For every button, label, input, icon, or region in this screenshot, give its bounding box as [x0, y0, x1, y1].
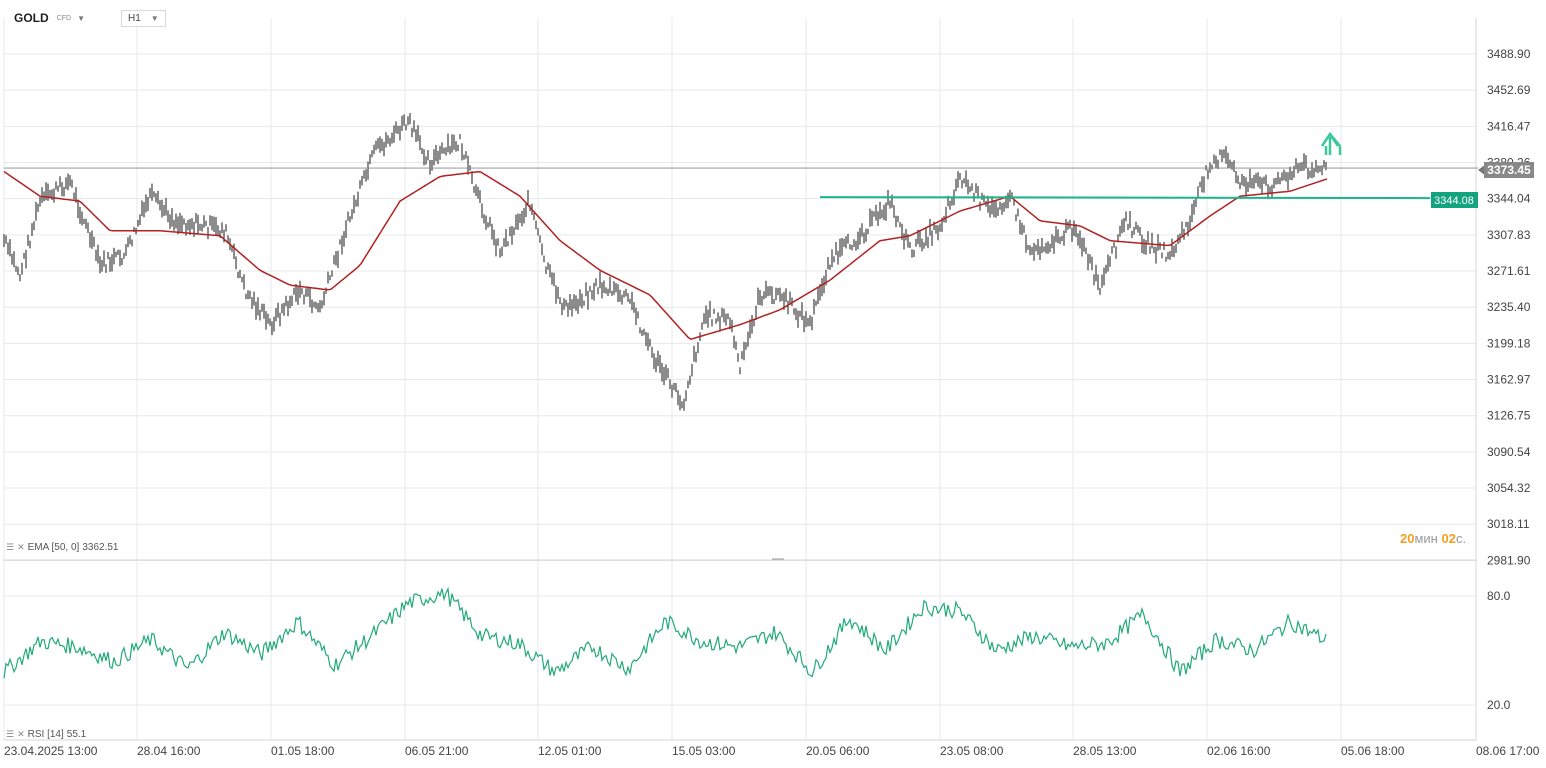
current-price-label: 3373.45 — [1487, 163, 1531, 177]
time-tick-label: 15.05 03:00 — [672, 744, 736, 758]
rsi-indicator-label: ☰ ✕ RSI [14] 55.1 — [6, 729, 86, 740]
ema-indicator-label: ☰ ✕ EMA [50, 0] 3362.51 — [6, 542, 118, 553]
chevron-down-icon: ▼ — [150, 13, 159, 23]
time-tick-label: 02.06 16:00 — [1207, 744, 1271, 758]
close-icon[interactable]: ✕ — [17, 729, 25, 739]
time-tick-label: 05.06 18:00 — [1341, 744, 1405, 758]
price-tick-label: 3018.11 — [1487, 517, 1530, 531]
support-level-line — [819, 196, 1431, 200]
close-icon[interactable]: ✕ — [17, 542, 25, 552]
price-tick-label: 3162.97 — [1487, 373, 1531, 387]
price-tick-label: 2981.90 — [1487, 553, 1531, 567]
current-price-badge — [1484, 162, 1534, 178]
grid-lines — [3, 18, 1477, 741]
level-price-label: 3344.08 — [1434, 195, 1474, 207]
price-axis: 3488.903452.693416.473380.263344.043307.… — [1487, 47, 1531, 567]
timeframe-value: H1 — [127, 12, 141, 24]
settings-icon[interactable]: ☰ — [6, 542, 15, 552]
time-tick-label: 06.05 21:00 — [405, 744, 469, 758]
time-axis: 23.04.2025 13:00 28.04 16:00 01.05 18:00 06… — [4, 744, 1540, 758]
ema-line — [3, 170, 1328, 341]
time-tick-label: 28.04 16:00 — [137, 744, 201, 758]
rsi-tick-label: 20.0 — [1487, 698, 1511, 712]
ema-name: EMA [50, 0] — [27, 542, 80, 553]
ema-series-line — [3, 170, 1328, 341]
timer-minutes-unit: мин — [1414, 531, 1438, 546]
price-tick-label: 3452.69 — [1487, 83, 1531, 97]
candlestick-series — [3, 113, 1327, 411]
price-tick-label: 3271.61 — [1487, 264, 1531, 278]
time-tick-label: 20.05 06:00 — [806, 744, 870, 758]
rsi-axis: 80.0 20.0 — [1487, 589, 1511, 712]
up-arrow-icon — [1320, 131, 1342, 155]
time-tick-label: 28.05 13:00 — [1073, 744, 1137, 758]
timer-minutes: 20 — [1400, 531, 1415, 546]
chart-header: GOLD CFD ▼ H1 ▼ — [14, 9, 166, 27]
price-tick-label: 3126.75 — [1487, 409, 1531, 423]
time-tick-label: 01.05 18:00 — [271, 744, 335, 758]
timeframe-select[interactable]: H1 ▼ — [120, 9, 166, 27]
symbol-dropdown-icon[interactable]: ▼ — [77, 13, 85, 23]
rsi-tick-label: 80.0 — [1487, 589, 1511, 603]
rsi-name: RSI [14] — [27, 729, 64, 740]
ema-value: 3362.51 — [82, 542, 119, 553]
price-tick-label: 3090.54 — [1487, 445, 1531, 459]
price-tick-label: 3054.32 — [1487, 481, 1531, 495]
price-tick-label: 3416.47 — [1487, 119, 1531, 133]
timer-seconds: 02 — [1441, 531, 1456, 546]
rsi-line — [3, 586, 1327, 679]
rsi-series-line — [3, 586, 1327, 679]
time-tick-label: 23.05 08:00 — [940, 744, 1004, 758]
symbol-type: CFD — [56, 14, 72, 22]
price-tick-label: 3488.90 — [1487, 47, 1531, 61]
price-tick-label: 3307.83 — [1487, 228, 1531, 242]
settings-icon[interactable]: ☰ — [6, 729, 15, 739]
symbol-name[interactable]: GOLD — [14, 11, 49, 25]
candle-countdown-timer: 20мин 02с. — [1400, 531, 1466, 546]
time-tick-label: 12.05 01:00 — [538, 744, 602, 758]
rsi-value: 55.1 — [66, 729, 87, 740]
price-tick-label: 3235.40 — [1487, 300, 1531, 314]
time-tick-label: 23.04.2025 13:00 — [4, 744, 98, 758]
price-tick-label: 3199.18 — [1487, 336, 1531, 350]
time-tick-label: 08.06 17:00 — [1476, 744, 1540, 758]
price-tick-label: 3344.04 — [1487, 192, 1531, 206]
timer-seconds-unit: с. — [1455, 531, 1467, 546]
level-price-badge — [1431, 192, 1478, 208]
